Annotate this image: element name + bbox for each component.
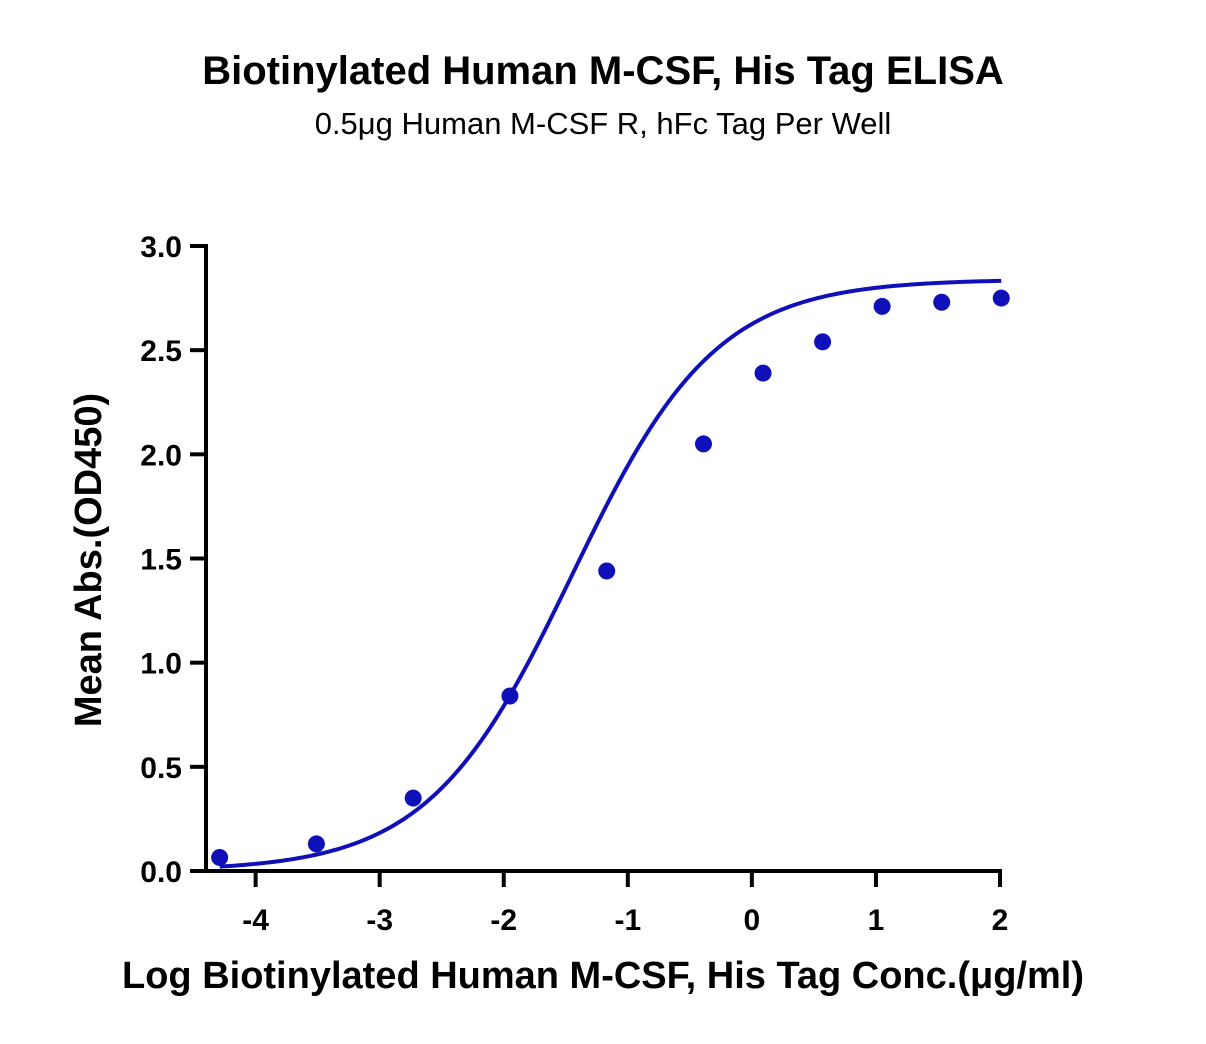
x-tick-label: -2 bbox=[490, 904, 517, 937]
fit-curve-line bbox=[219, 278, 1002, 869]
data-point bbox=[933, 293, 951, 311]
data-point bbox=[873, 297, 891, 315]
y-tick-label: 0.0 bbox=[140, 856, 182, 889]
data-point bbox=[754, 364, 772, 382]
data-point bbox=[694, 435, 712, 453]
y-tick-label: 1.0 bbox=[140, 648, 182, 681]
x-tick-label: 1 bbox=[868, 904, 885, 937]
y-tick-label: 3.0 bbox=[140, 231, 182, 264]
plot-area: 0.0 0.5 1.0 1.5 2.0 2.5 3.0 -4 -3 -2 -1 0 1 2 bbox=[140, 231, 1010, 937]
data-point bbox=[598, 562, 616, 580]
y-axis-ticks: 0.0 0.5 1.0 1.5 2.0 2.5 3.0 bbox=[140, 231, 206, 889]
x-tick-label: -1 bbox=[614, 904, 641, 937]
chart-title: Biotinylated Human M-CSF, His Tag ELISA bbox=[202, 49, 1004, 93]
data-point bbox=[501, 687, 519, 705]
data-point bbox=[404, 789, 422, 807]
y-tick-label: 1.5 bbox=[140, 544, 182, 577]
y-tick-label: 0.5 bbox=[140, 752, 182, 785]
y-axis-title: Mean Abs.(OD450) bbox=[68, 393, 110, 727]
x-axis-ticks: -4 -3 -2 -1 0 1 2 bbox=[242, 871, 1008, 937]
x-tick-label: -3 bbox=[366, 904, 393, 937]
x-tick-label: 2 bbox=[992, 904, 1009, 937]
x-tick-label: 0 bbox=[744, 904, 761, 937]
y-tick-label: 2.5 bbox=[140, 335, 182, 368]
data-point bbox=[211, 848, 229, 866]
x-tick-label: -4 bbox=[242, 904, 269, 937]
x-axis-title: Log Biotinylated Human M-CSF, His Tag Co… bbox=[122, 955, 1084, 997]
data-point bbox=[307, 835, 325, 853]
y-tick-label: 2.0 bbox=[140, 439, 182, 472]
chart-subtitle: 0.5μg Human M-CSF R, hFc Tag Per Well bbox=[315, 106, 892, 141]
data-point bbox=[814, 333, 832, 351]
data-point bbox=[992, 289, 1010, 307]
data-points bbox=[211, 289, 1010, 866]
